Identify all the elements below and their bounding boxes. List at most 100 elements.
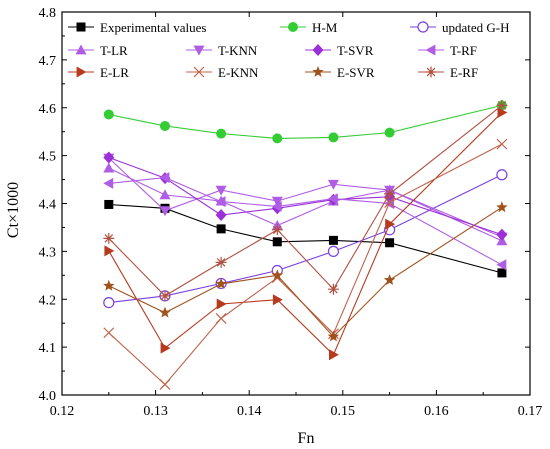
x-tick-label: 0.13 (143, 404, 168, 419)
data-point (271, 224, 283, 236)
data-point (103, 162, 115, 173)
legend-marker (75, 44, 87, 55)
legend-label: T-RF (450, 43, 477, 58)
x-tick-label: 0.14 (237, 404, 262, 419)
data-point (496, 228, 508, 241)
data-point (104, 199, 114, 209)
data-point (215, 312, 227, 324)
legend-marker (193, 45, 205, 56)
data-point (159, 290, 171, 302)
y-tick-label: 4.8 (39, 6, 57, 21)
y-tick-label: 4.2 (39, 293, 57, 308)
data-point (215, 209, 227, 221)
data-point (103, 109, 114, 120)
legend-label: H-M (312, 20, 338, 35)
data-point (159, 172, 170, 184)
data-point (215, 185, 227, 196)
y-tick-label: 4.7 (39, 54, 57, 69)
legend-marker (417, 21, 429, 33)
data-point (327, 245, 340, 257)
data-point (159, 306, 171, 318)
data-point (496, 169, 508, 181)
data-point (216, 298, 227, 310)
data-point (384, 127, 395, 138)
data-point (159, 189, 171, 200)
data-point (327, 193, 338, 205)
data-point (271, 200, 282, 212)
data-point (103, 151, 115, 164)
data-point (329, 349, 339, 361)
legend-label: T-KNN (218, 43, 258, 58)
data-point (496, 259, 507, 271)
legend-label: T-SVR (337, 43, 374, 58)
legend-marker (288, 22, 298, 32)
x-tick-label: 0.16 (424, 404, 449, 419)
legend-entry: E-SVR (305, 65, 375, 80)
data-point (496, 201, 508, 213)
data-point (272, 237, 282, 247)
data-point (272, 133, 283, 144)
legend-entry: H-M (280, 20, 338, 35)
legend-label: E-RF (450, 65, 478, 80)
data-point (328, 235, 338, 245)
series-e-svr (103, 201, 508, 342)
legend-label: Experimental values (100, 20, 207, 35)
legend-entry: Experimental values (68, 20, 207, 35)
data-point (496, 99, 508, 111)
legend-entry: updated G-H (410, 20, 510, 35)
data-point (160, 342, 171, 354)
series-layer (103, 99, 508, 390)
y-axis-label: Ct×1000 (5, 182, 22, 238)
data-point (385, 218, 396, 230)
legend-entry: E-RF (418, 65, 478, 80)
data-point (215, 277, 227, 289)
legend-label: E-LR (100, 65, 129, 80)
data-point (159, 379, 171, 390)
data-point (271, 196, 283, 207)
data-point (497, 107, 508, 118)
x-tick-label: 0.15 (331, 404, 356, 419)
data-point (496, 138, 508, 150)
y-tick-label: 4.5 (39, 150, 57, 165)
data-point (328, 132, 339, 143)
axes: 0.12 0.13 0.14 0.15 0.16 0.17 4.0 4.1 4.2 4.3 4.4 4… (39, 6, 543, 419)
legend-marker (76, 22, 86, 32)
legend-entry: T-LR (68, 43, 128, 58)
legend-marker (425, 66, 437, 78)
data-point (385, 238, 395, 248)
legend-label: updated G-H (442, 20, 510, 35)
legend-entry: E-LR (68, 65, 129, 80)
y-tick-label: 4.0 (39, 389, 57, 404)
data-point (159, 206, 171, 217)
data-point (327, 330, 340, 342)
legend-label: E-SVR (337, 65, 375, 80)
data-point (216, 128, 227, 139)
data-point (272, 294, 283, 306)
series-e-rf (103, 99, 508, 302)
legend-marker (425, 44, 436, 56)
series-e-lr (104, 107, 508, 361)
legend-marker (193, 66, 205, 78)
legend-label: E-KNN (218, 65, 259, 80)
data-point (497, 268, 507, 278)
data-point (103, 279, 115, 291)
x-tick-label: 0.17 (518, 404, 543, 419)
data-point (384, 188, 396, 200)
legend-entry: T-SVR (305, 43, 374, 58)
legend: Experimental values H-M updated G-H T-LR T-K… (68, 20, 510, 80)
legend-entry: T-KNN (186, 43, 258, 58)
y-tick-label: 4.1 (39, 341, 57, 356)
data-point (215, 196, 226, 208)
data-point (104, 245, 115, 257)
data-point (216, 224, 226, 234)
y-tick-label: 4.4 (39, 198, 57, 213)
data-point (327, 179, 339, 190)
data-point (159, 120, 170, 131)
data-point (271, 269, 283, 281)
data-point (103, 232, 115, 244)
data-point (215, 256, 227, 268)
data-point (103, 177, 114, 189)
legend-entry: T-RF (418, 43, 477, 58)
y-tick-label: 4.3 (39, 245, 57, 260)
